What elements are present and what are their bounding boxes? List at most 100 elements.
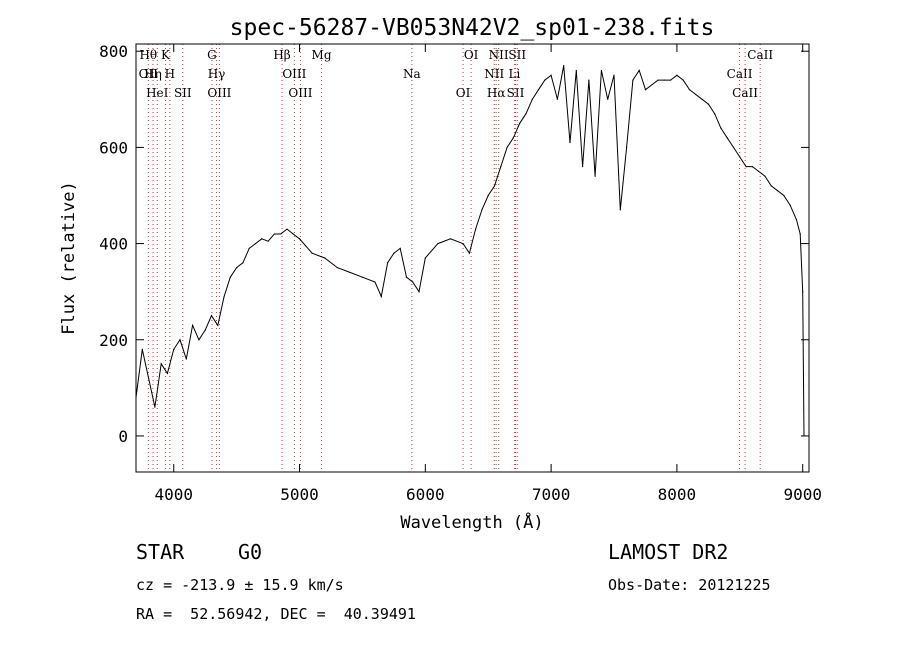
object-subclass: G0 [238,540,263,564]
spectrum-data-point [726,137,728,139]
spectral-line-label: NII [489,48,509,62]
spectral-line-label: CaII [732,86,758,100]
spectrum-data-point [657,79,659,81]
spectrum-data-point [638,69,640,72]
spectrum-data-point [537,89,540,91]
spectrum-data-point [663,79,665,81]
spectrum-data-point [651,84,653,86]
spectral-line-label: OI [464,48,479,62]
x-axis-label: Wavelength (Å) [400,511,543,533]
spectrum-data-point [242,262,244,264]
spectrum-data-point [770,185,772,187]
spectrum-data-point [594,175,596,177]
spectrum-data-point [625,146,628,148]
y-axis-label: Flux (relative) [59,181,79,335]
spectral-line-label: NII [484,67,504,81]
spectrum-data-point [720,127,722,129]
y-tick-label: 600 [99,138,128,157]
spectral-line-label: H [165,67,175,81]
spectrum-data-point [487,194,489,197]
plot-frame [135,43,810,473]
spectrum-data-point [556,98,559,100]
spectrum-data-point [292,233,294,235]
spectrum-data-point [386,262,389,264]
spectrum-data-point [273,233,275,235]
spectrum-line-layer [135,65,805,437]
survey-name: LAMOST DR2 [608,540,729,564]
spectrum-data-point [550,74,552,76]
spectrum-data-point [468,252,470,254]
spectrum-data-point [166,372,169,375]
spectrum-data-point [298,238,301,240]
spectrum-data-point [739,156,741,158]
spectrum-data-point [575,69,577,72]
spectrum-data-point [619,209,621,211]
redshift-velocity: cz = -213.9 ± 15.9 km/s [136,576,344,594]
spectrum-data-point [223,295,225,298]
spectral-line-label: OI [456,86,471,100]
spectrum-data-point [751,166,753,168]
x-tick-label: 5000 [280,485,319,504]
spectrum-data-point [349,271,351,274]
spectrum-data-point [280,233,282,235]
spectral-line-label: SII [174,86,192,100]
spectrum-data-point [613,74,615,76]
spectral-line-label: Hγ [208,67,226,81]
spectrum-data-point [267,240,269,242]
spectrum-data-point [732,146,735,148]
x-tick-label: 9000 [783,485,822,504]
spectrum-data-point [802,291,804,293]
spectrum-data-point [795,218,798,221]
spectrum-data-point [500,166,502,168]
spectrum-data-point [714,113,716,115]
spectral-line-label: CaII [727,67,753,81]
spectrum-data-point [192,324,194,326]
spectrum-data-point [437,242,439,245]
spectral-line-label: CaII [747,48,773,62]
spectrum-data-point [493,185,496,187]
spectral-line-label: OIII [282,67,306,81]
spectrum-data-point [676,74,678,76]
spectrum-data-point [254,242,257,245]
spectrum-data-point [380,295,382,298]
x-tick-label: 4000 [154,485,193,504]
y-tick-label: 800 [99,42,128,61]
spectrum-data-point [607,98,609,100]
spectral-line-label: HeI [146,86,169,100]
observation-date: Obs-Date: 20121225 [608,576,771,594]
spectrum-data-point [644,89,647,91]
spectrum-data-point [179,339,181,341]
spectrum-data-point [600,69,603,72]
spectrum-data-point [670,79,672,81]
y-tick-label: 200 [99,331,128,350]
spectrum-data-point [789,204,791,206]
spectrum-data-point [210,315,213,317]
spectrum-data-point [160,363,162,365]
spectrum-data-point [154,406,156,408]
spectrum-data-point [248,247,250,249]
spectrum-data-point [418,291,420,293]
x-tick-label: 6000 [406,485,445,504]
spectrum-data-point [424,257,426,259]
y-tick-label: 400 [99,235,128,254]
coordinates: RA = 52.56942, DEC = 40.39491 [136,605,416,623]
spectrum-data-point [361,276,364,278]
spectrum-data-point [374,281,376,283]
spectrum-data-point [311,252,313,254]
spectral-line-label: K [161,48,171,62]
spectral-line-label: SII [508,48,526,62]
spectrum-data-point [581,166,584,168]
spectral-line-label: Hα [487,86,506,100]
spectrum-data-point [758,170,760,173]
spectrum-data-point [393,252,395,254]
x-tick-label: 7000 [532,485,571,504]
spectrum-data-point [236,267,238,269]
spectrum-data-point [707,103,709,105]
spectral-line-label: Hβ [273,48,290,62]
spectral-line-label: SII [507,86,525,100]
spectral-line-label: Hη [144,67,162,81]
spectrum-data-point [783,194,785,197]
spectrum-data-point [324,257,326,259]
spectral-line-label: Na [403,67,421,81]
